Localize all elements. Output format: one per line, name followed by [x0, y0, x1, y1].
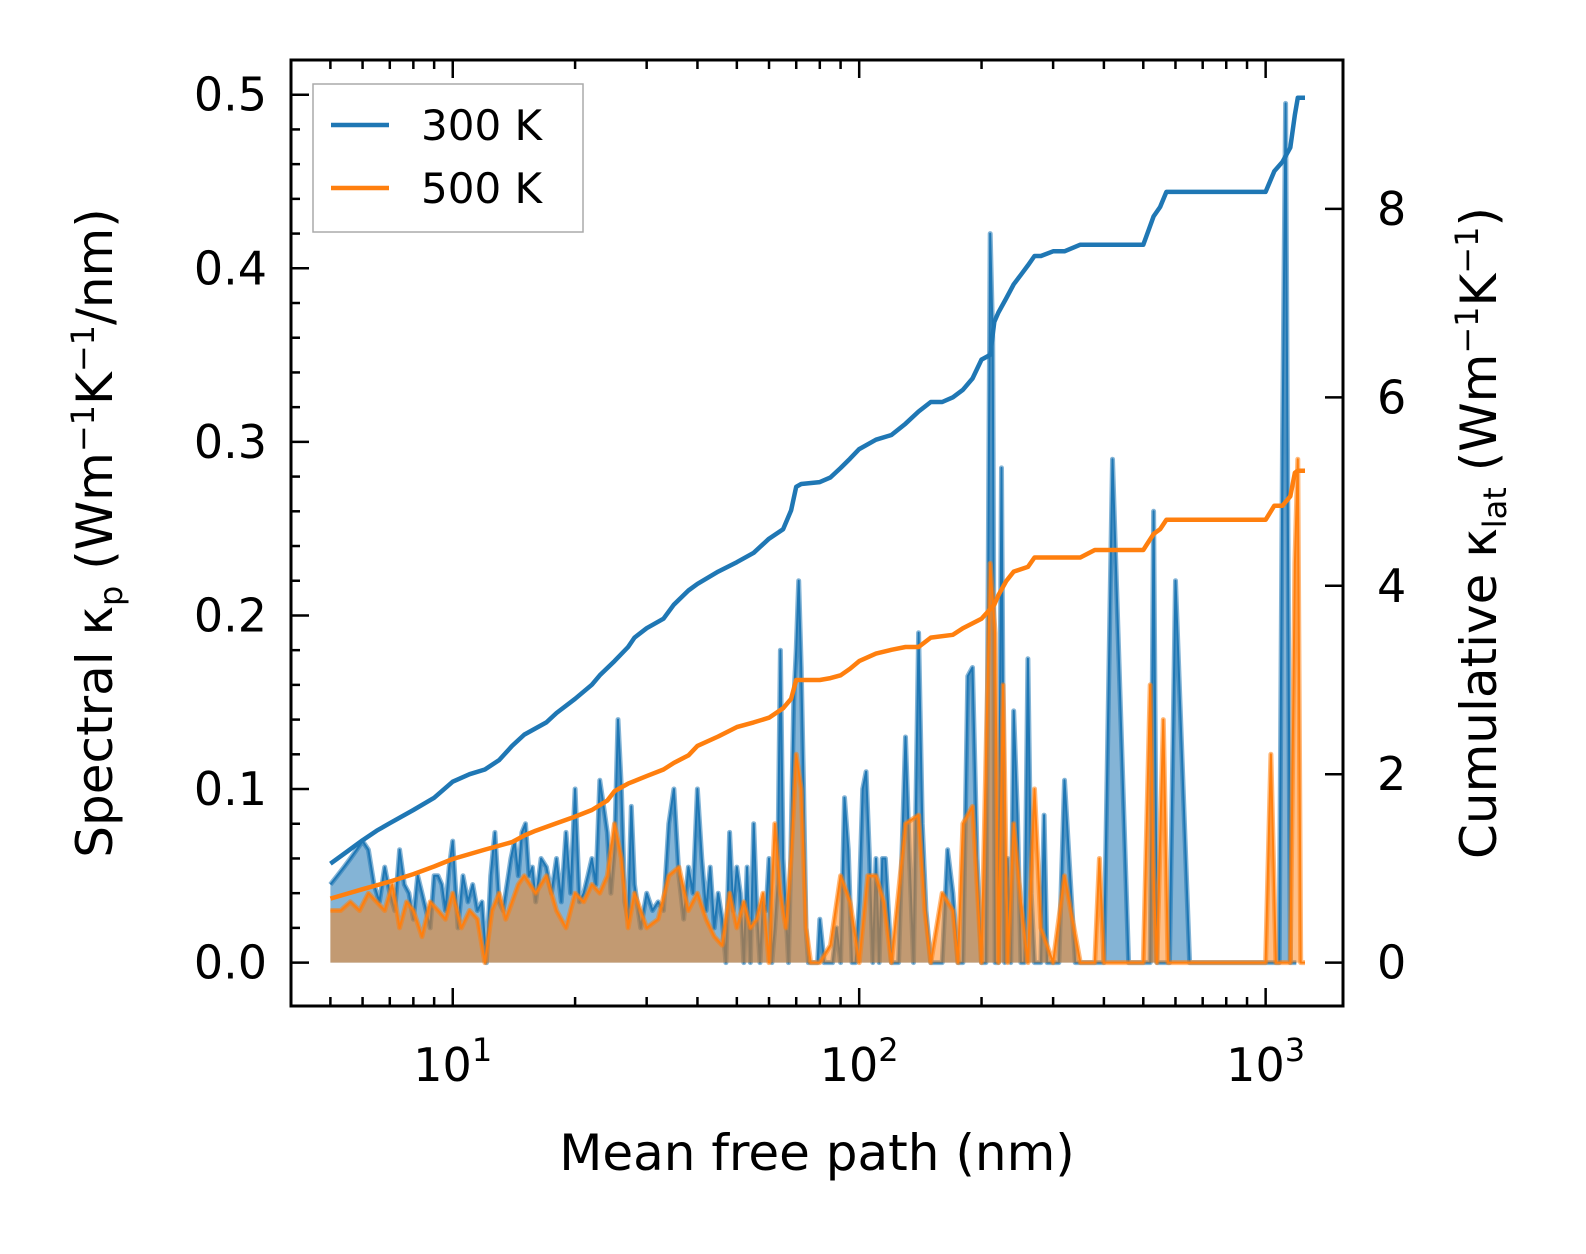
y2-tick-label: 0 — [1377, 936, 1406, 990]
legend-label-500k: 500 K — [421, 164, 544, 213]
y2-tick-label: 2 — [1377, 747, 1406, 801]
y2-axis-title: Cumulative κlat (Wm−1K−1) — [1448, 207, 1514, 859]
spectral-layer — [328, 100, 1305, 966]
y2-tick-label: 4 — [1377, 559, 1406, 613]
y2-tick-label: 8 — [1377, 182, 1406, 236]
y-tick-label: 0.3 — [194, 415, 267, 469]
x-tick-label: 101 — [413, 1031, 492, 1092]
legend-frame — [312, 83, 584, 233]
x-tick-label: 103 — [1226, 1031, 1305, 1092]
legend-label-300k: 300 K — [421, 101, 544, 150]
spectral-edge-500k — [330, 458, 1305, 964]
cumulative-line-300k — [329, 95, 1305, 866]
cumulative-line-500k — [329, 468, 1305, 901]
axes-frame — [289, 58, 1345, 1008]
legend: 300 K 500 K — [312, 83, 584, 233]
cumulative-layer — [329, 95, 1305, 901]
y-tick-label: 0.5 — [194, 68, 267, 122]
y-tick-label: 0.2 — [194, 588, 267, 642]
x-tick-label: 102 — [820, 1031, 899, 1092]
y2-tick-label: 6 — [1377, 370, 1406, 424]
y-axis-title: Spectral κp (Wm−1K−1/nm) — [64, 208, 130, 858]
y-tick-label: 0.1 — [194, 762, 267, 816]
x-axis-title: Mean free path (nm) — [559, 1124, 1075, 1182]
y-tick-label: 0.0 — [194, 936, 267, 990]
y-tick-label: 0.4 — [194, 241, 267, 295]
ticks-layer: 101 102 103 0.0 0.1 0.2 0.3 0.4 0.5 0 2 4 6 8 — [194, 58, 1406, 1092]
